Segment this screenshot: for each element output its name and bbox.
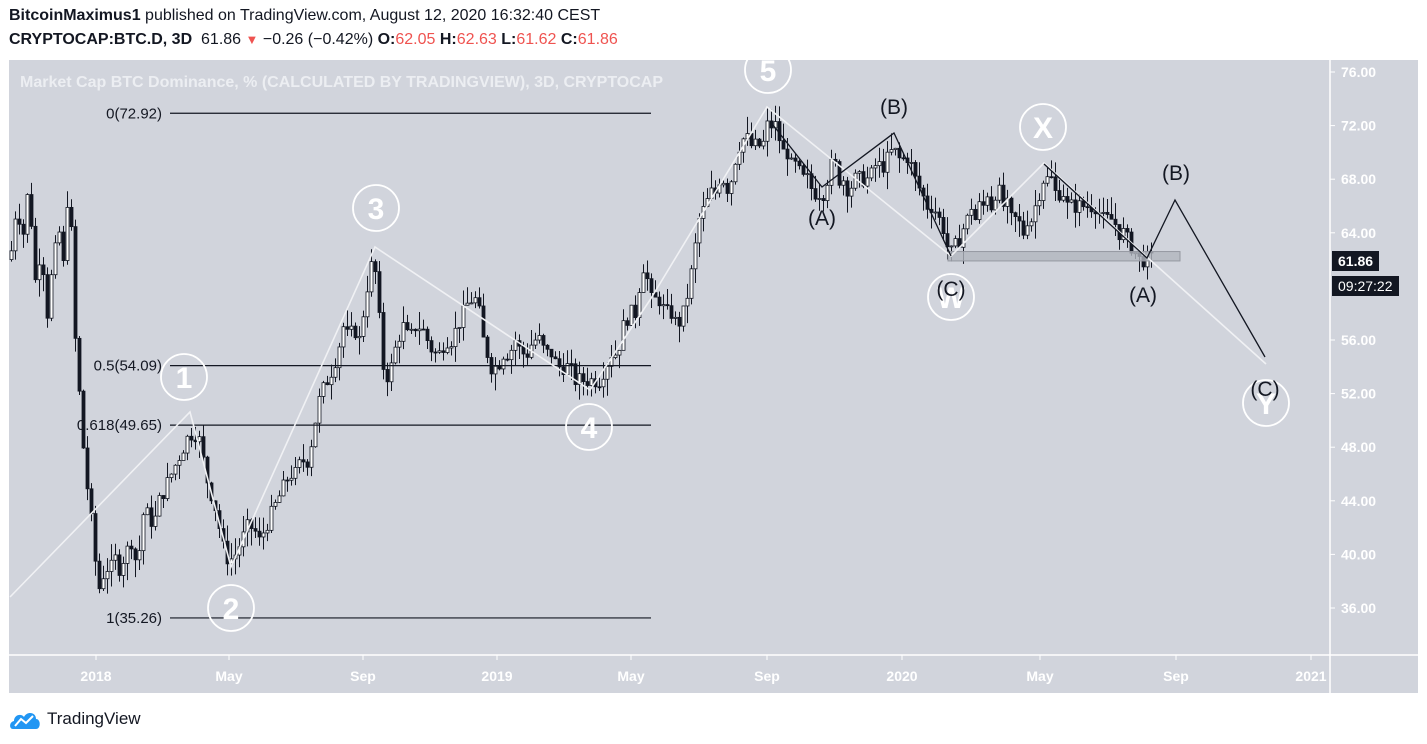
y-tick-label: 44.00	[1341, 493, 1376, 509]
x-tick-label: May	[617, 668, 644, 684]
tradingview-logo-icon	[10, 713, 40, 729]
down-arrow-icon: ▼	[245, 32, 259, 47]
fib-level-label: 0.618(49.65)	[77, 417, 162, 434]
chart-area[interactable]: 76.00 72.00 68.00 64.00 56.00 52.00 48.00 44.00…	[9, 60, 1418, 693]
correction-wave-line[interactable]	[1043, 163, 1266, 358]
x-tick-label: 2021	[1295, 668, 1326, 684]
high-label: H:	[439, 31, 457, 48]
wave-label-circle	[565, 403, 613, 451]
wave-label: 1	[176, 362, 193, 395]
y-tick-label: 40.00	[1341, 546, 1376, 562]
fib-level-label: 1(35.26)	[106, 610, 162, 627]
current-price-label: 61.86	[1332, 251, 1380, 271]
x-tick-label: Sep	[1163, 668, 1189, 684]
wave-label: (B)	[1162, 162, 1190, 185]
wave-label: Y	[1256, 388, 1276, 421]
y-tick-label: 68.00	[1341, 171, 1376, 187]
wave-label: W	[937, 282, 966, 315]
wave-label: (C)	[1250, 378, 1279, 401]
wave-label-circle	[352, 184, 400, 232]
close-value: 61.86	[577, 31, 618, 48]
brand-name: TradingView	[47, 709, 141, 728]
price-change: −0.26 (−0.42%)	[262, 31, 374, 48]
wave-label: (C)	[936, 278, 965, 301]
fib-level-label: 0(72.92)	[106, 105, 162, 122]
wave-label-circle	[207, 584, 255, 632]
publish-info: BitcoinMaximus1 published on TradingView…	[9, 7, 600, 25]
wave-label-circle	[1242, 379, 1290, 427]
symbol-name: CRYPTOCAP:BTC.D, 3D	[9, 31, 193, 48]
correction-wave-line[interactable]	[772, 124, 952, 257]
x-tick-label: 2020	[886, 668, 917, 684]
y-tick-label: 52.00	[1341, 386, 1376, 402]
high-value: 62.63	[456, 31, 497, 48]
wave-label-circle	[744, 60, 792, 94]
support-zone[interactable]	[947, 251, 1181, 262]
y-tick-label: 48.00	[1341, 439, 1376, 455]
x-tick-label: May	[1026, 668, 1053, 684]
wave-label: (B)	[880, 96, 908, 119]
footer-brand[interactable]: TradingView	[9, 708, 141, 730]
author-name[interactable]: BitcoinMaximus1	[9, 7, 141, 24]
symbol-info: CRYPTOCAP:BTC.D, 3D 61.86 ▼ −0.26 (−0.42…	[9, 31, 618, 49]
y-tick-label: 72.00	[1341, 118, 1376, 134]
price-chart[interactable]: 76.00 72.00 68.00 64.00 56.00 52.00 48.00 44.00…	[9, 60, 1418, 693]
wave-label: (A)	[808, 207, 836, 230]
elliott-wave-line[interactable]	[9, 105, 1267, 598]
candles	[9, 105, 1154, 594]
x-tick-label: 2019	[481, 668, 512, 684]
wave-label: 5	[760, 60, 777, 88]
wave-label: 4	[581, 412, 598, 445]
chart-title: Market Cap BTC Dominance, % (CALCULATED …	[20, 74, 664, 91]
published-text: published on TradingView.com, August 12,…	[140, 7, 601, 24]
wave-label: X	[1033, 112, 1053, 145]
x-tick-label: Sep	[754, 668, 780, 684]
y-tick-label: 64.00	[1341, 225, 1376, 241]
wave-label-circle	[927, 273, 975, 321]
last-price: 61.86	[201, 31, 242, 48]
x-tick-label: May	[215, 668, 242, 684]
wave-label: 3	[368, 193, 385, 226]
x-tick-label: 2018	[80, 668, 111, 684]
low-label: L:	[501, 31, 517, 48]
close-label: C:	[560, 31, 578, 48]
y-tick-label: 76.00	[1341, 64, 1376, 80]
wave-label-circle	[160, 353, 208, 401]
wave-label-circle	[1019, 103, 1067, 151]
wave-label: 2	[223, 593, 240, 626]
y-tick-label: 36.00	[1341, 600, 1376, 616]
open-label: O:	[377, 31, 396, 48]
wave-label: (A)	[1129, 284, 1157, 307]
open-value: 62.05	[395, 31, 436, 48]
x-tick-label: Sep	[350, 668, 376, 684]
bar-countdown-label: 09:27:22	[1332, 276, 1399, 296]
y-tick-label: 56.00	[1341, 332, 1376, 348]
low-value: 61.62	[516, 31, 557, 48]
fib-level-label: 0.5(54.09)	[94, 358, 162, 375]
